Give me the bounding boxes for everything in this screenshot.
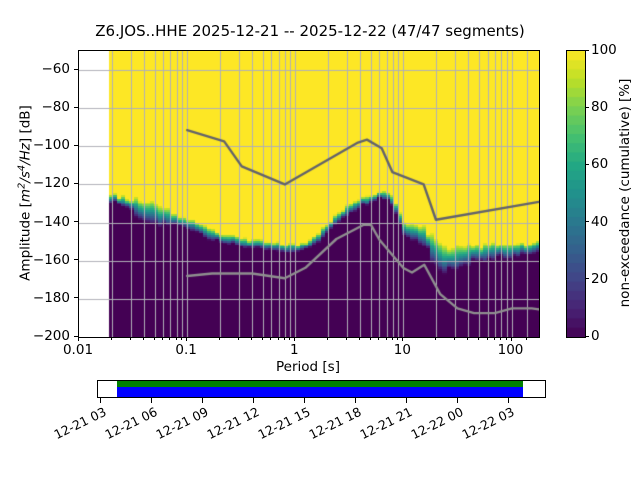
x-minor-tick xyxy=(169,337,171,340)
x-minor-tick xyxy=(181,337,183,340)
colorbar-tick-label: 100 xyxy=(591,42,617,58)
x-tick-label: 1 xyxy=(289,342,299,358)
y-tick xyxy=(74,259,78,261)
x-tick xyxy=(294,337,296,341)
x-minor-tick xyxy=(477,337,479,340)
x-minor-tick xyxy=(369,337,371,340)
y-axis-label-part: / xyxy=(17,160,34,165)
colorbar-tick-label: 20 xyxy=(591,270,609,287)
time-coverage-used-bar xyxy=(116,381,523,387)
x-minor-tick xyxy=(237,337,239,340)
x-tick xyxy=(510,337,512,341)
x-minor-tick xyxy=(467,337,469,340)
y-tick-label: −60 xyxy=(41,61,71,78)
ppsd-mesh-canvas xyxy=(79,51,539,337)
x-minor-tick xyxy=(486,337,488,340)
x-minor-tick xyxy=(505,337,507,340)
y-tick-label: −200 xyxy=(32,328,70,344)
figure-title: Z6.JOS..HHE 2025-12-21 -- 2025-12-22 (47… xyxy=(95,22,525,40)
x-minor-tick xyxy=(391,337,393,340)
colorbar-tick-label: 80 xyxy=(591,99,609,116)
colorbar-tick-label: 60 xyxy=(591,156,609,173)
x-minor-tick xyxy=(526,337,528,340)
time-tick xyxy=(151,398,152,403)
time-tick xyxy=(457,398,458,403)
x-minor-tick xyxy=(493,337,495,340)
y-tick xyxy=(74,297,78,299)
colorbar-tick xyxy=(585,278,589,280)
x-minor-tick xyxy=(162,337,164,340)
x-minor-tick xyxy=(500,337,502,340)
x-minor-tick xyxy=(453,337,455,340)
x-axis-label: Period [s] xyxy=(276,359,340,375)
colorbar-tick-label: 40 xyxy=(591,213,609,230)
plot-area xyxy=(78,50,540,338)
colorbar-tick xyxy=(585,221,589,223)
x-minor-tick xyxy=(385,337,387,340)
time-tick xyxy=(253,398,254,403)
y-axis-label-part: 4 xyxy=(16,164,28,172)
x-tick-label: 100 xyxy=(497,342,524,358)
x-minor-tick xyxy=(153,337,155,340)
y-tick xyxy=(74,335,78,337)
x-tick-label: 0.1 xyxy=(175,342,197,358)
x-tick xyxy=(402,337,404,341)
x-tick xyxy=(186,337,188,341)
time-tick xyxy=(304,398,305,403)
y-tick xyxy=(74,144,78,146)
y-tick-label: −160 xyxy=(32,251,70,268)
time-tick xyxy=(355,398,356,403)
x-minor-tick xyxy=(289,337,291,340)
y-tick xyxy=(74,182,78,184)
y-tick-label: −80 xyxy=(41,99,71,116)
colorbar xyxy=(566,50,586,338)
colorbar-tick-label: 0 xyxy=(591,328,600,344)
x-minor-tick xyxy=(110,337,112,340)
y-tick xyxy=(74,221,78,223)
time-tick xyxy=(100,398,101,403)
x-minor-tick xyxy=(326,337,328,340)
time-tick xyxy=(406,398,407,403)
x-tick-label: 0.01 xyxy=(62,342,94,358)
x-minor-tick xyxy=(359,337,361,340)
y-tick-label: −120 xyxy=(32,175,70,192)
x-tick xyxy=(78,337,79,341)
x-minor-tick xyxy=(261,337,263,340)
y-tick xyxy=(74,106,78,108)
colorbar-tick xyxy=(585,106,589,108)
y-tick-label: −180 xyxy=(32,289,70,306)
x-minor-tick xyxy=(434,337,436,340)
colorbar-tick xyxy=(585,335,589,337)
x-minor-tick xyxy=(175,337,177,340)
colorbar-tick xyxy=(585,49,589,51)
y-tick-label: −140 xyxy=(32,213,70,230)
time-tick xyxy=(508,398,509,403)
time-tick xyxy=(202,398,203,403)
x-minor-tick xyxy=(378,337,380,340)
x-minor-tick xyxy=(270,337,272,340)
y-tick-label: −100 xyxy=(32,137,70,154)
colorbar-gradient-canvas xyxy=(567,51,585,337)
x-minor-tick xyxy=(277,337,279,340)
x-minor-tick xyxy=(345,337,347,340)
x-minor-tick xyxy=(251,337,253,340)
time-coverage-data-bar xyxy=(116,387,523,397)
y-tick xyxy=(74,68,78,70)
x-minor-tick xyxy=(397,337,399,340)
x-minor-tick xyxy=(218,337,220,340)
x-tick-label: 10 xyxy=(393,342,411,358)
colorbar-tick xyxy=(585,163,589,165)
x-minor-tick xyxy=(143,337,145,340)
x-minor-tick xyxy=(129,337,131,340)
x-minor-tick xyxy=(283,337,285,340)
